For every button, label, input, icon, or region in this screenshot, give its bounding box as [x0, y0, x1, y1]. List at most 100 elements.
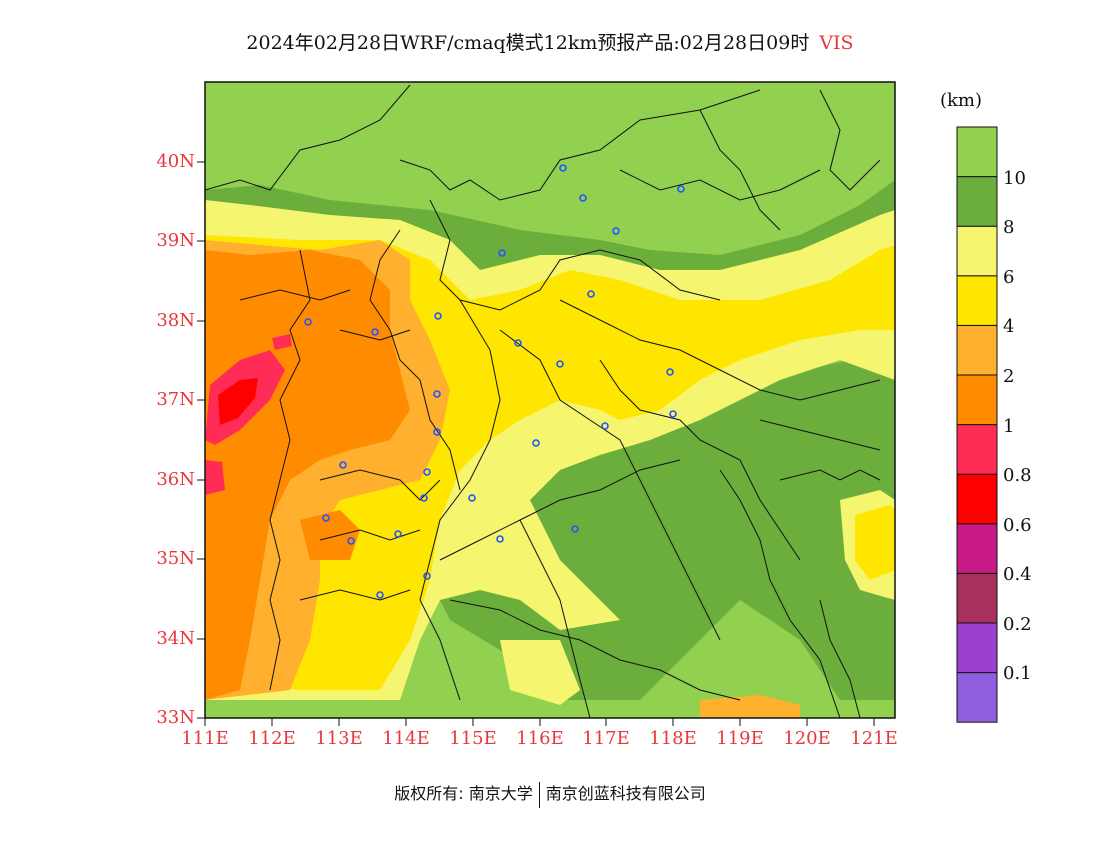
- boundary-line: [819, 599, 861, 718]
- station-marker: [571, 525, 579, 533]
- colorbar-unit: (km): [940, 90, 983, 111]
- colorbar-segment: [956, 523, 998, 574]
- station-marker: [496, 535, 504, 543]
- lat-label-35n: 35N: [156, 548, 195, 569]
- field-1-2-patch: [300, 510, 360, 560]
- axis-ticks: [197, 161, 875, 726]
- boundary-line: [419, 299, 501, 701]
- lat-label-33n: 33N: [156, 707, 195, 728]
- lon-label-111e: 111E: [181, 728, 229, 749]
- station-marker: [394, 530, 402, 538]
- station-marker: [587, 290, 595, 298]
- lon-label-112e: 112E: [248, 728, 296, 749]
- station-marker: [677, 185, 685, 193]
- lon-label-113e: 113E: [315, 728, 363, 749]
- station-marker: [339, 461, 347, 469]
- colorbar-label: 8: [1003, 217, 1015, 238]
- station-marker: [468, 494, 476, 502]
- boundary-line: [439, 459, 681, 561]
- boundary-line: [499, 329, 721, 641]
- station-marker: [514, 339, 522, 347]
- boundary-line: [205, 84, 411, 191]
- colorbar-label: 0.4: [1003, 564, 1032, 585]
- colorbar-label: 0.1: [1003, 663, 1032, 684]
- boundary-line: [239, 289, 351, 301]
- title-variable: VIS: [819, 32, 854, 54]
- lon-label-117e: 117E: [582, 728, 630, 749]
- boundary-line: [429, 199, 721, 311]
- boundary-line: [619, 169, 821, 201]
- colorbar-label: 10: [1003, 168, 1026, 189]
- boundary-line: [339, 329, 411, 341]
- boundaries: [205, 84, 881, 718]
- station-marker: [498, 249, 506, 257]
- boundary-line: [449, 599, 741, 701]
- station-marker: [666, 368, 674, 376]
- colorbar-segment: [956, 126, 998, 178]
- boundary-line: [399, 89, 761, 201]
- colorbar: [956, 126, 998, 723]
- station-markers: [304, 164, 685, 599]
- copyright-right: 南京创蓝科技有限公司: [545, 784, 706, 803]
- station-marker: [423, 468, 431, 476]
- station-marker: [579, 194, 587, 202]
- boundary-line: [779, 469, 881, 481]
- station-marker: [304, 318, 312, 326]
- colorbar-label: 2: [1003, 366, 1015, 387]
- field-0.6-0.8: [218, 378, 258, 425]
- colorbar-segment: [956, 424, 998, 475]
- station-marker: [433, 428, 441, 436]
- station-marker: [669, 410, 677, 418]
- station-marker: [556, 360, 564, 368]
- boundary-line: [719, 469, 841, 718]
- field-4-6-east-patch: [855, 505, 895, 580]
- boundary-line: [299, 589, 411, 601]
- station-marker: [420, 494, 428, 502]
- lon-label-121e: 121E: [850, 728, 898, 749]
- boundary-line: [319, 469, 441, 501]
- footer-separator: [538, 781, 540, 808]
- field-0.8-1-west: [205, 460, 225, 495]
- lat-label-39n: 39N: [156, 230, 195, 251]
- colorbar-segment: [956, 324, 998, 376]
- lat-label-37n: 37N: [156, 389, 195, 410]
- boundary-line: [319, 529, 421, 541]
- station-marker: [559, 164, 567, 172]
- colorbar-label: 0.2: [1003, 614, 1032, 635]
- station-marker: [371, 328, 379, 336]
- colorbar-segment: [956, 572, 998, 624]
- station-marker: [434, 312, 442, 320]
- colorbar-segment: [956, 473, 998, 525]
- boundary-line: [819, 89, 881, 191]
- lon-label-116e: 116E: [516, 728, 564, 749]
- visibility-field: [205, 82, 895, 718]
- station-marker: [322, 514, 330, 522]
- colorbar-label: 6: [1003, 267, 1015, 288]
- lat-label-40n: 40N: [156, 151, 195, 172]
- colorbar-segment: [956, 672, 998, 723]
- field-2-4-south-patch: [700, 695, 800, 718]
- colorbar-label: 1: [1003, 416, 1015, 437]
- station-marker: [433, 390, 441, 398]
- lat-label-34n: 34N: [156, 628, 195, 649]
- copyright-footer: 版权所有: 南京大学 南京创蓝科技有限公司: [0, 780, 1100, 808]
- field-6-8-south-strip: [500, 640, 580, 705]
- title-main: 2024年02月28日WRF/cmaq模式12km预报产品:02月28日09时: [246, 32, 810, 54]
- station-marker: [612, 227, 620, 235]
- station-marker: [601, 422, 609, 430]
- boundary-line: [759, 419, 881, 451]
- boundary-line: [699, 109, 781, 231]
- copyright-left: 版权所有: 南京大学: [394, 784, 533, 803]
- boundary-line: [519, 519, 591, 718]
- lon-label-114e: 114E: [382, 728, 430, 749]
- station-marker: [347, 537, 355, 545]
- boundary-line: [369, 229, 461, 491]
- colorbar-label: 4: [1003, 316, 1015, 337]
- colorbar-label: 0.6: [1003, 515, 1032, 536]
- lon-label-115e: 115E: [449, 728, 497, 749]
- boundary-line: [599, 359, 801, 561]
- colorbar-segment: [956, 176, 998, 227]
- lat-label-36n: 36N: [156, 469, 195, 490]
- station-marker: [376, 591, 384, 599]
